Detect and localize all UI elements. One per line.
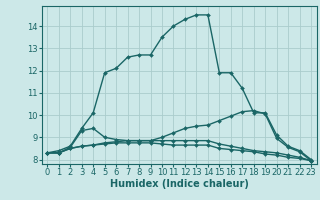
X-axis label: Humidex (Indice chaleur): Humidex (Indice chaleur): [110, 179, 249, 189]
